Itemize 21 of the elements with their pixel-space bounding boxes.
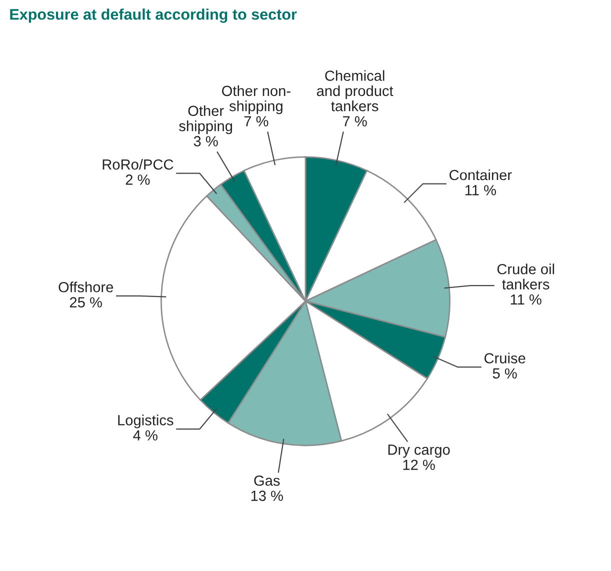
slice-label: Container bbox=[450, 169, 512, 180]
data-label: 12 % bbox=[403, 460, 435, 470]
slice-label: Gas bbox=[254, 475, 280, 486]
data-label: 11 % bbox=[510, 294, 542, 305]
data-label: 25 % bbox=[70, 297, 102, 308]
data-label: 2 % bbox=[126, 174, 150, 185]
data-label: 7 % bbox=[244, 116, 268, 126]
slice-label: RoRo/PCC bbox=[102, 158, 174, 170]
data-label: 3 % bbox=[194, 136, 218, 146]
data-label: 7 % bbox=[342, 116, 367, 126]
slice-label: Chemical and product tankers bbox=[316, 70, 394, 112]
data-label: 13 % bbox=[251, 490, 283, 501]
slice-label: Crude oil tankers bbox=[497, 264, 554, 290]
data-label: 4 % bbox=[133, 430, 158, 440]
data-label: 5 % bbox=[492, 368, 517, 379]
data-label: 11 % bbox=[465, 185, 496, 196]
slice-label: Dry cargo bbox=[388, 444, 450, 458]
chart-title: Exposure at default according to sector bbox=[10, 8, 297, 23]
slice-label: Logistics bbox=[118, 414, 174, 428]
slice-label: Offshore bbox=[58, 282, 114, 292]
slice-label: Cruise bbox=[484, 352, 526, 364]
